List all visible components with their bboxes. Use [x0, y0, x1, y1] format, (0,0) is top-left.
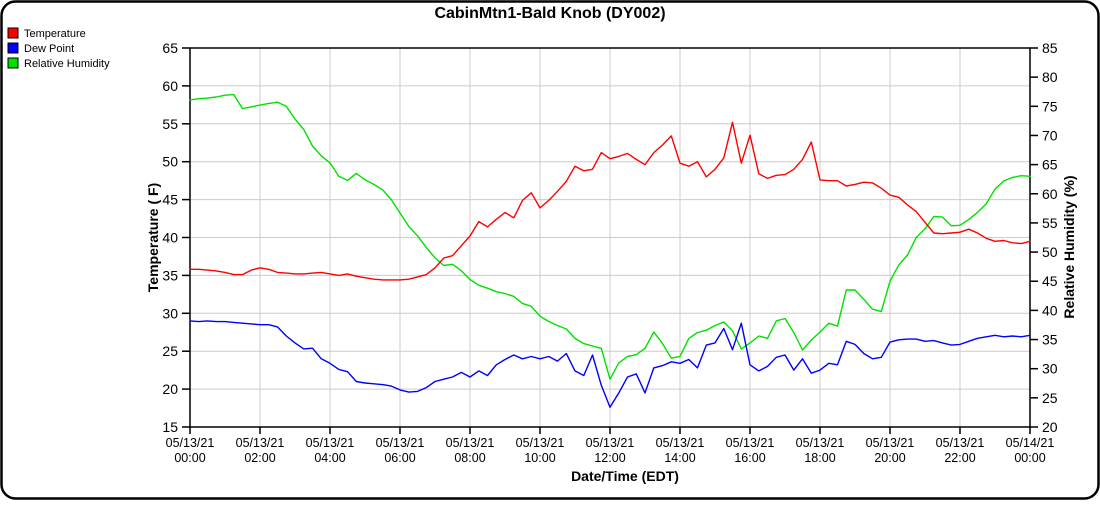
right-axis-tick-label: 55: [1042, 215, 1058, 231]
x-axis-tick-label-time: 22:00: [944, 451, 975, 465]
legend-label-relative-humidity: Relative Humidity: [24, 58, 110, 70]
legend-label-temperature: Temperature: [24, 28, 86, 40]
legend-label-dew-point: Dew Point: [24, 43, 74, 55]
left-axis-tick-label: 65: [162, 40, 178, 56]
legend-swatch-relative-humidity-icon: [7, 57, 19, 69]
x-axis-tick-label-time: 20:00: [874, 451, 905, 465]
dew-point-line: [189, 320, 1031, 408]
right-axis-tick-label: 50: [1042, 244, 1058, 260]
left-axis-title: Temperature ( F): [145, 183, 161, 292]
x-axis-tick-label-date: 05/13/21: [726, 436, 775, 450]
right-axis-tick-label: 35: [1042, 332, 1058, 348]
x-axis-title: Date/Time (EDT): [571, 468, 679, 484]
right-axis-tick-label: 20: [1042, 419, 1058, 435]
temperature-line: [189, 121, 1031, 281]
x-axis-tick-label-time: 02:00: [244, 451, 275, 465]
left-axis-tick-label: 50: [162, 154, 178, 170]
right-axis-tick-label: 70: [1042, 127, 1058, 143]
x-axis-tick-label-date: 05/13/21: [166, 436, 215, 450]
chart-title: CabinMtn1-Bald Knob (DY002): [434, 5, 665, 22]
x-axis-tick-label-time: 04:00: [314, 451, 345, 465]
x-axis-tick-label-date: 05/13/21: [796, 436, 845, 450]
right-axis-tick-label: 60: [1042, 186, 1058, 202]
series-lines: [189, 93, 1031, 408]
x-axis-tick-label-time: 10:00: [524, 451, 555, 465]
right-axis-tick-label: 45: [1042, 273, 1058, 289]
left-axis-tick-label: 30: [162, 305, 178, 321]
left-axis-tick-label: 35: [162, 267, 178, 283]
axis-ticks-and-labels: 15 20 25 30 35 40 45 50 55 60 65 20 25 30 35 40 45 50 55 60…: [162, 40, 1057, 465]
right-axis-tick-label: 85: [1042, 40, 1058, 56]
legend-item-relative-humidity: Relative Humidity: [7, 57, 110, 70]
left-axis-tick-label: 55: [162, 116, 178, 132]
x-axis-tick-label-time: 08:00: [454, 451, 485, 465]
x-axis-tick-label-date: 05/13/21: [376, 436, 425, 450]
right-axis-tick-label: 80: [1042, 69, 1058, 85]
x-axis-tick-label-date: 05/13/21: [306, 436, 355, 450]
gridlines: [190, 48, 1030, 427]
x-axis-tick-label-date: 05/13/21: [656, 436, 705, 450]
x-axis-tick-label-time: 18:00: [804, 451, 835, 465]
legend-item-temperature: Temperature: [7, 27, 86, 40]
right-axis-tick-label: 40: [1042, 302, 1058, 318]
x-axis-tick-label-date: 05/13/21: [586, 436, 635, 450]
left-axis-tick-label: 60: [162, 78, 178, 94]
x-axis-tick-label-date: 05/13/21: [516, 436, 565, 450]
legend-swatch-temperature-icon: [7, 27, 19, 39]
left-axis-tick-label: 25: [162, 343, 178, 359]
legend-swatch-dew-point-icon: [7, 42, 19, 54]
right-axis-title: Relative Humidity (%): [1061, 175, 1077, 318]
relative-humidity-line: [189, 93, 1031, 380]
legend: Temperature Dew Point Relative Humidity: [7, 27, 110, 70]
right-axis-tick-label: 75: [1042, 98, 1058, 114]
left-axis-tick-label: 40: [162, 230, 178, 246]
right-axis-tick-label: 25: [1042, 390, 1058, 406]
right-axis-tick-label: 30: [1042, 361, 1058, 377]
left-axis-tick-label: 15: [162, 419, 178, 435]
x-axis-tick-label-date: 05/13/21: [866, 436, 915, 450]
x-axis-tick-label-time: 00:00: [1014, 451, 1045, 465]
x-axis-tick-label-time: 00:00: [174, 451, 205, 465]
x-axis-tick-label-date: 05/14/21: [1006, 436, 1055, 450]
x-axis-tick-label-date: 05/13/21: [446, 436, 495, 450]
x-axis-tick-label-time: 14:00: [664, 451, 695, 465]
x-axis-tick-label-time: 16:00: [734, 451, 765, 465]
legend-item-dew-point: Dew Point: [7, 42, 74, 55]
left-axis-tick-label: 20: [162, 381, 178, 397]
x-axis-tick-label-date: 05/13/21: [236, 436, 285, 450]
right-axis-tick-label: 65: [1042, 157, 1058, 173]
left-axis-tick-label: 45: [162, 192, 178, 208]
x-axis-tick-label-time: 06:00: [384, 451, 415, 465]
x-axis-tick-label-date: 05/13/21: [936, 436, 985, 450]
x-axis-tick-label-time: 12:00: [594, 451, 625, 465]
